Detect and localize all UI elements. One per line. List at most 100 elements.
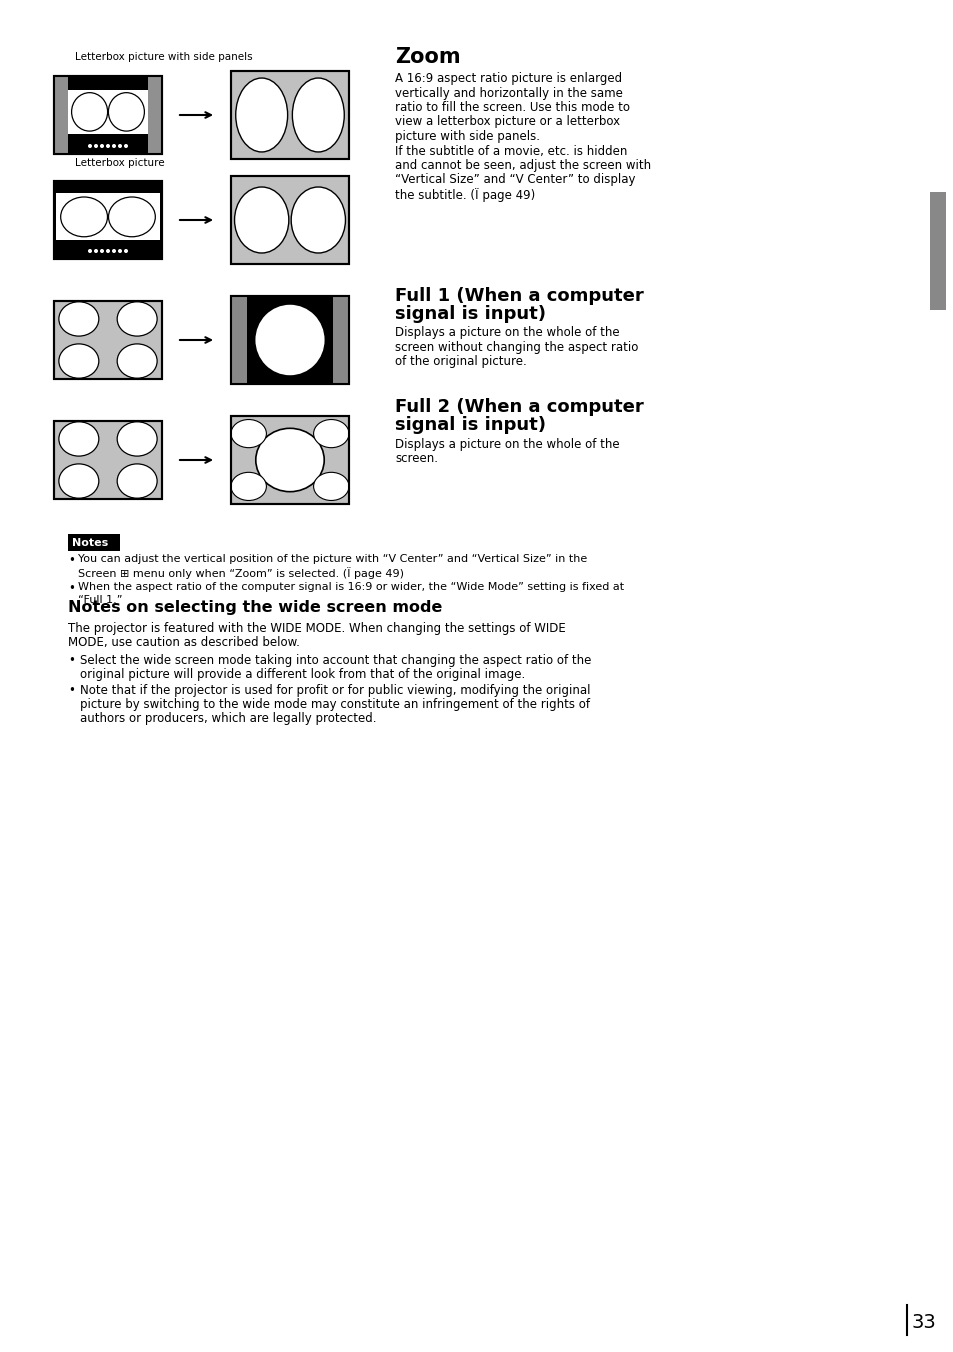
Ellipse shape — [59, 422, 99, 456]
Ellipse shape — [117, 301, 157, 337]
Bar — [54, 301, 162, 379]
Text: the subtitle. (Ï page 49): the subtitle. (Ï page 49) — [395, 188, 535, 201]
Circle shape — [112, 145, 115, 147]
Text: picture by switching to the wide mode may constitute an infringement of the righ: picture by switching to the wide mode ma… — [80, 698, 589, 711]
Bar — [231, 416, 349, 504]
Circle shape — [112, 250, 115, 253]
Text: of the original picture.: of the original picture. — [395, 356, 526, 368]
Ellipse shape — [59, 301, 99, 337]
Bar — [68, 534, 120, 552]
Text: Notes on selecting the wide screen mode: Notes on selecting the wide screen mode — [68, 600, 442, 615]
Bar — [54, 301, 162, 379]
Circle shape — [94, 145, 97, 147]
Text: If the subtitle of a movie, etc. is hidden: If the subtitle of a movie, etc. is hidd… — [395, 145, 627, 157]
Ellipse shape — [231, 472, 266, 500]
Ellipse shape — [314, 472, 349, 500]
Text: “Full 1.”: “Full 1.” — [78, 595, 122, 604]
Text: signal is input): signal is input) — [395, 306, 545, 323]
Text: When the aspect ratio of the computer signal is 16:9 or wider, the “Wide Mode” s: When the aspect ratio of the computer si… — [78, 581, 623, 592]
Bar — [231, 176, 349, 264]
Text: vertically and horizontally in the same: vertically and horizontally in the same — [395, 87, 622, 100]
Circle shape — [125, 250, 127, 253]
Circle shape — [89, 250, 91, 253]
Text: 33: 33 — [911, 1313, 936, 1332]
Bar — [231, 416, 349, 504]
Text: authors or producers, which are legally protected.: authors or producers, which are legally … — [80, 713, 376, 725]
Ellipse shape — [292, 78, 344, 151]
Text: MODE, use caution as described below.: MODE, use caution as described below. — [68, 635, 299, 649]
Bar — [148, 76, 162, 154]
Text: screen without changing the aspect ratio: screen without changing the aspect ratio — [395, 341, 638, 353]
Text: Projecting: Projecting — [932, 224, 942, 276]
Circle shape — [94, 250, 97, 253]
Bar — [54, 181, 162, 260]
Text: Screen ⊞ menu only when “Zoom” is selected. (Ï page 49): Screen ⊞ menu only when “Zoom” is select… — [78, 566, 403, 579]
Circle shape — [107, 145, 110, 147]
Circle shape — [125, 145, 127, 147]
Text: view a letterbox picture or a letterbox: view a letterbox picture or a letterbox — [395, 115, 619, 128]
Ellipse shape — [254, 304, 325, 376]
Circle shape — [89, 145, 91, 147]
Ellipse shape — [117, 343, 157, 379]
Text: Notes: Notes — [71, 538, 108, 548]
Ellipse shape — [291, 187, 345, 253]
Ellipse shape — [235, 78, 288, 151]
Bar — [54, 76, 162, 154]
Text: and cannot be seen, adjust the screen with: and cannot be seen, adjust the screen wi… — [395, 160, 651, 172]
Text: Letterbox picture: Letterbox picture — [75, 158, 165, 168]
Text: •: • — [68, 654, 74, 667]
Circle shape — [101, 145, 103, 147]
Bar — [56, 193, 160, 241]
Circle shape — [107, 250, 110, 253]
Ellipse shape — [234, 187, 289, 253]
Text: screen.: screen. — [395, 453, 437, 465]
Text: The projector is featured with the WIDE MODE. When changing the settings of WIDE: The projector is featured with the WIDE … — [68, 622, 565, 635]
Ellipse shape — [59, 343, 99, 379]
Ellipse shape — [61, 197, 108, 237]
Text: picture with side panels.: picture with side panels. — [395, 130, 539, 143]
Text: You can adjust the vertical position of the picture with “V Center” and “Vertica: You can adjust the vertical position of … — [78, 554, 587, 564]
Ellipse shape — [117, 422, 157, 456]
Text: Full 2 (When a computer: Full 2 (When a computer — [395, 397, 643, 416]
Bar — [231, 296, 349, 384]
Ellipse shape — [71, 93, 108, 131]
Ellipse shape — [109, 197, 155, 237]
Text: Displays a picture on the whole of the: Displays a picture on the whole of the — [395, 438, 619, 452]
Ellipse shape — [59, 464, 99, 499]
Text: Full 1 (When a computer: Full 1 (When a computer — [395, 287, 643, 306]
Bar — [231, 72, 349, 160]
Text: Letterbox picture with side panels: Letterbox picture with side panels — [75, 51, 253, 62]
Ellipse shape — [314, 419, 349, 448]
Ellipse shape — [109, 93, 144, 131]
Ellipse shape — [231, 419, 266, 448]
Text: Note that if the projector is used for profit or for public viewing, modifying t: Note that if the projector is used for p… — [80, 684, 590, 698]
Bar — [929, 192, 945, 310]
Text: A 16:9 aspect ratio picture is enlarged: A 16:9 aspect ratio picture is enlarged — [395, 72, 621, 85]
Text: original picture will provide a different look from that of the original image.: original picture will provide a differen… — [80, 668, 525, 681]
Bar — [54, 76, 68, 154]
Circle shape — [118, 145, 121, 147]
Bar — [231, 72, 349, 160]
Text: Displays a picture on the whole of the: Displays a picture on the whole of the — [395, 326, 619, 339]
Text: “Vertical Size” and “V Center” to display: “Vertical Size” and “V Center” to displa… — [395, 173, 635, 187]
Text: •: • — [68, 684, 74, 698]
Text: Zoom: Zoom — [395, 47, 460, 68]
Ellipse shape — [117, 464, 157, 499]
Text: ratio to fill the screen. Use this mode to: ratio to fill the screen. Use this mode … — [395, 101, 629, 114]
Circle shape — [101, 250, 103, 253]
Ellipse shape — [255, 429, 324, 492]
Text: •: • — [68, 581, 74, 595]
Bar — [68, 91, 148, 134]
Circle shape — [118, 250, 121, 253]
Bar — [231, 296, 247, 384]
Bar — [231, 176, 349, 264]
Text: signal is input): signal is input) — [395, 416, 545, 434]
Bar — [333, 296, 349, 384]
Bar — [54, 420, 162, 499]
Bar — [54, 181, 162, 260]
Text: Select the wide screen mode taking into account that changing the aspect ratio o: Select the wide screen mode taking into … — [80, 654, 591, 667]
Text: •: • — [68, 554, 74, 566]
Bar — [54, 76, 162, 154]
Bar — [231, 296, 349, 384]
Bar — [54, 420, 162, 499]
